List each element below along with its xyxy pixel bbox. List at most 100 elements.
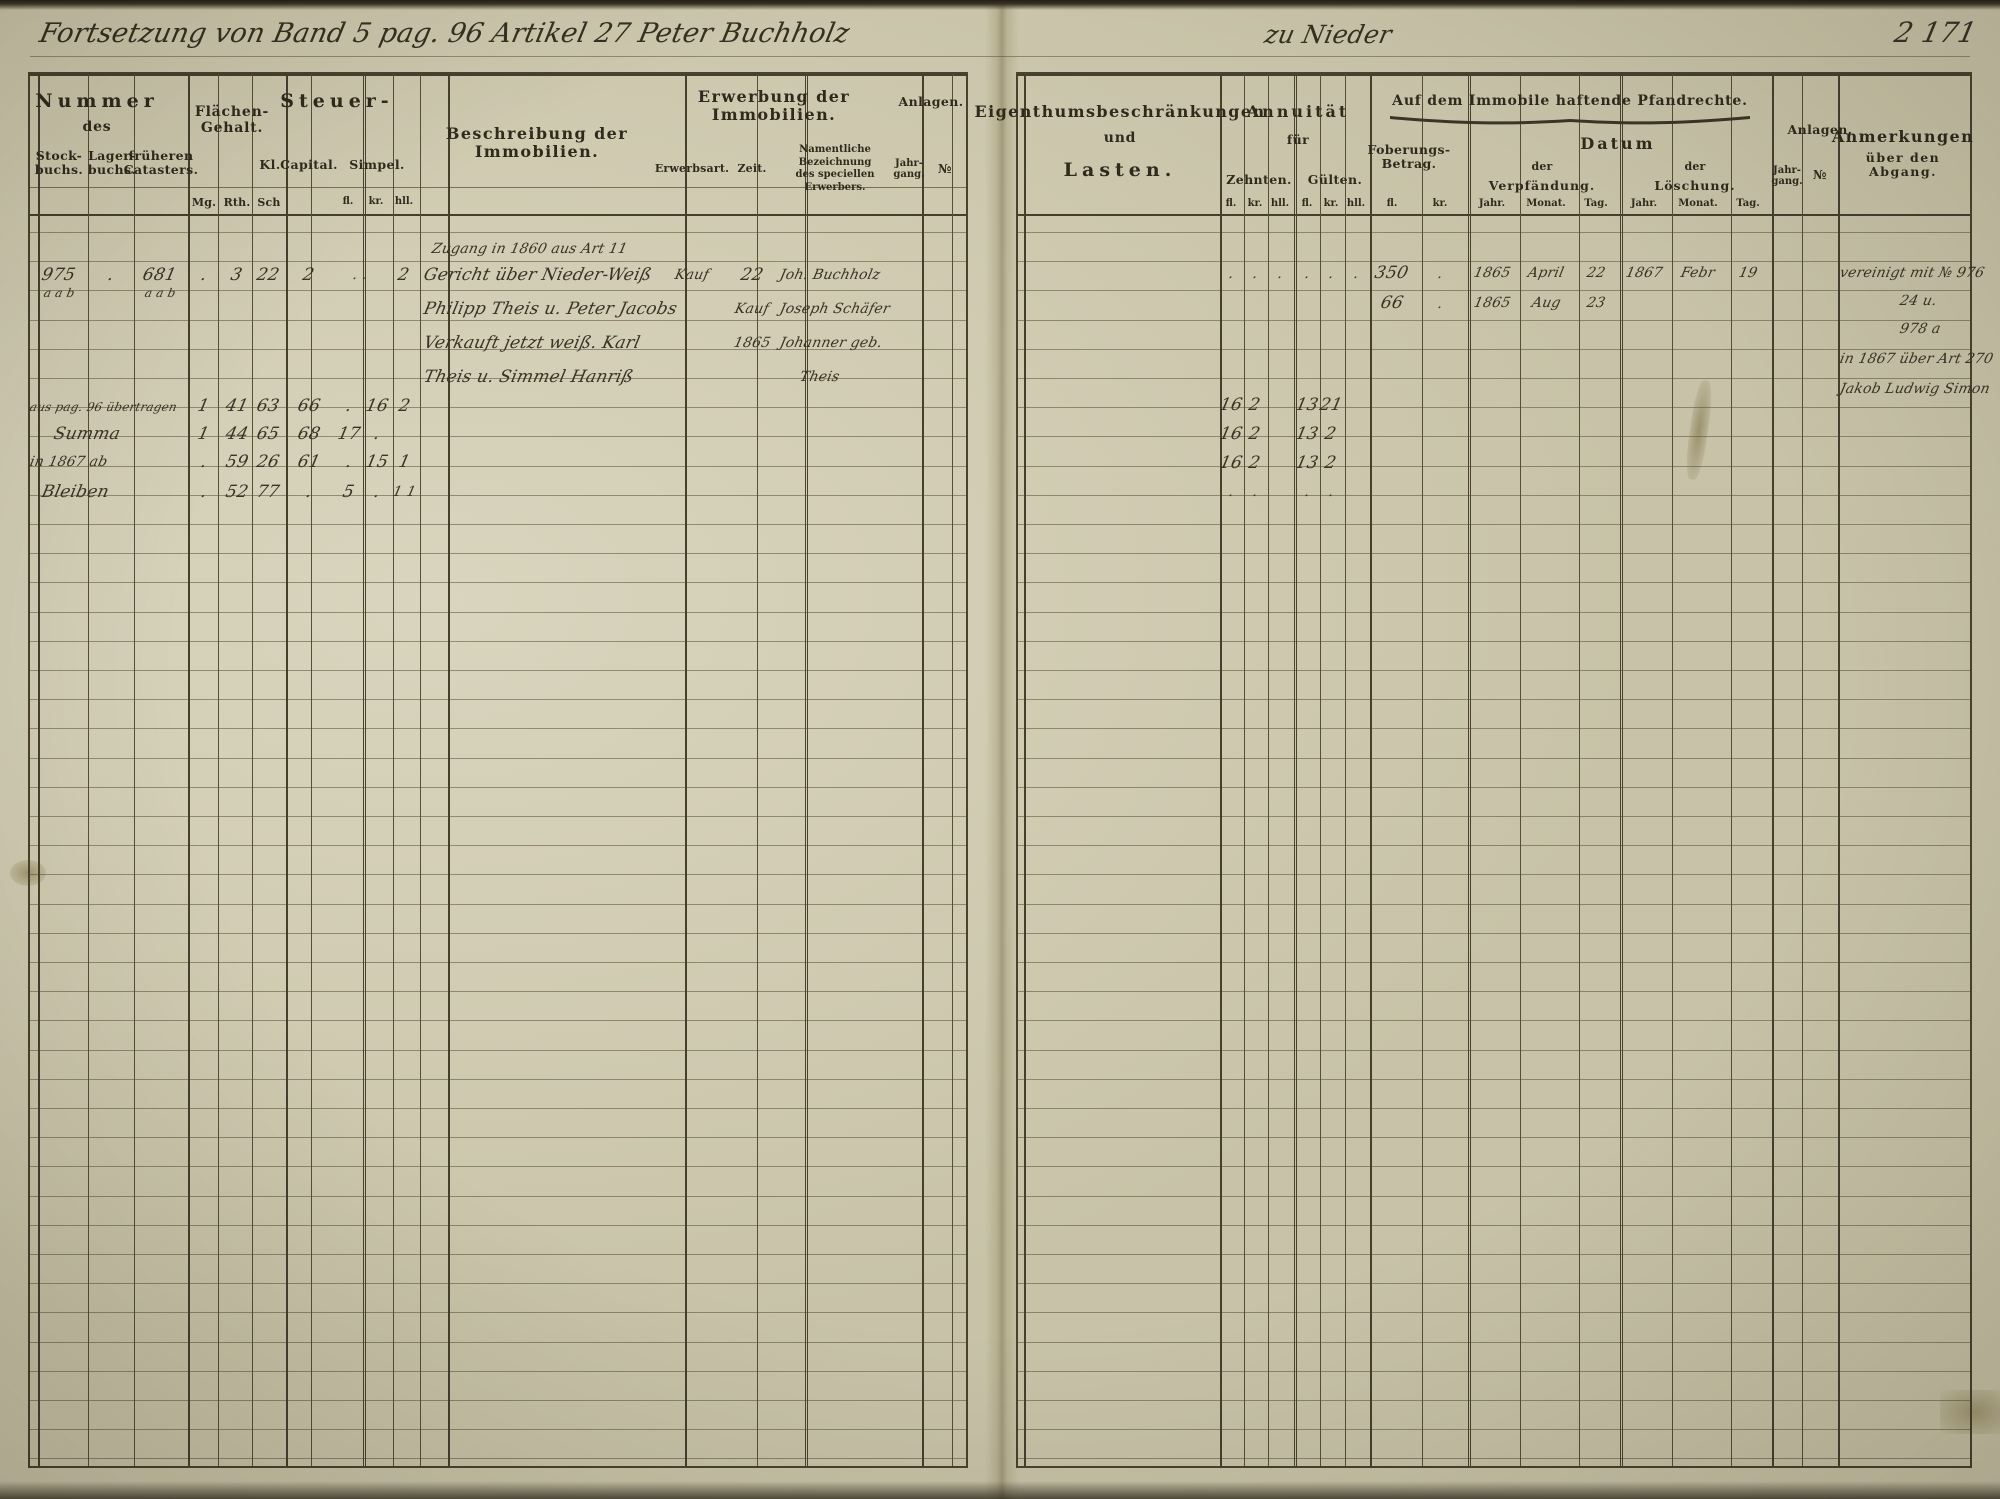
row-rule (1018, 1224, 1970, 1226)
header-lagerbuchs: Lager- buchs. (88, 143, 136, 183)
cell-zehnten-fl-r8: 16 (1217, 453, 1245, 473)
header-zehnten: Zehnten. (1226, 171, 1292, 187)
summary-rth-2: 44 (223, 424, 251, 444)
cell-erwerber-4: Theis (798, 369, 842, 385)
row-rule (1018, 1370, 1970, 1372)
header-zehnten-hll: hll. (1270, 198, 1290, 210)
row-rule (30, 407, 966, 409)
cell-betrag-fl-r1: 350 (1373, 263, 1411, 283)
row-rule (30, 1224, 966, 1226)
heading-continuation-note: Fortsetzung von Band 5 pag. 96 Artikel 2… (36, 18, 853, 49)
row-rule (1018, 640, 1970, 642)
header-nummer: Nummer (35, 90, 159, 113)
header-guelten-kr: kr. (1323, 198, 1339, 210)
row-rule (30, 1458, 966, 1460)
row-rule (1018, 553, 1970, 555)
row-rule (30, 816, 966, 817)
col-divider (952, 74, 953, 1466)
cell-erwerber-1: Joh. Buchholz (778, 267, 882, 283)
header-nummer-des: des (82, 118, 112, 135)
summary-capital-2: 68 (295, 424, 323, 444)
row-rule (1018, 1195, 1970, 1197)
header-capital: Capital. (280, 156, 338, 172)
summary-label-1: aus pag. 96 übertragen (28, 400, 179, 414)
row-rule (1018, 903, 1970, 905)
cell-note-above: Zugang in 1860 aus Art 11 (430, 241, 629, 257)
row-rule (1018, 845, 1970, 847)
cell-zehnten-fl-r6: 16 (1217, 395, 1245, 415)
header-verpf-tag: Tag. (1584, 198, 1608, 210)
row-rule (1018, 1283, 1970, 1285)
col-divider (1520, 74, 1521, 1466)
header-annuitaet: Annuität (1246, 101, 1350, 121)
summary-rth-4: 52 (223, 482, 251, 502)
header-beschreibung: Beschreibung der Immobilien. (445, 123, 629, 161)
col-divider (922, 74, 924, 1466)
cell-guelten-kr-r9: . (1326, 484, 1336, 500)
row-rule (30, 436, 966, 438)
row-rule (1018, 319, 1970, 321)
cell-betrag-fl-r2: 66 (1378, 293, 1406, 313)
cell-capital: . . (351, 267, 369, 283)
row-rule (1018, 232, 1970, 233)
cell-betrag-kr-r1: . (1435, 266, 1445, 282)
row-rule (1018, 699, 1970, 701)
row-rule (30, 348, 966, 350)
header-betrag-fl: fl. (1386, 198, 1398, 210)
cell-beschreibung-2: Philipp Theis u. Peter Jacobs (421, 299, 679, 319)
header-betrag-kr: kr. (1432, 198, 1448, 210)
col-divider (448, 74, 450, 1466)
summary-mg-4: . (199, 482, 209, 502)
cell-beschreibung-3: Verkauft jetzt weiß. Karl (421, 333, 642, 353)
summary-label-3: in 1867 ab (28, 454, 110, 470)
top-edge-shadow (0, 0, 2000, 10)
cell-zehnten-kr-r7: 2 (1247, 424, 1263, 444)
cell-sch: 22 (254, 265, 282, 285)
cell-verpf-tag-r1: 22 (1585, 265, 1607, 281)
header-foberungs-betrag: Foberungs- Betrag. (1368, 135, 1451, 179)
summary-mg-3: . (199, 452, 209, 472)
row-rule (30, 1020, 966, 1022)
row-rule (30, 378, 966, 379)
header-namentliche-line2: des speciellen Erwerbers. (795, 169, 875, 193)
header-verpfaendung: Verpfändung. (1488, 177, 1596, 193)
row-rule (30, 1370, 966, 1372)
col-divider (1370, 74, 1372, 1466)
col-divider (1731, 74, 1732, 1466)
col-divider (685, 74, 687, 1466)
header-flaechen-line2: Gehalt. (200, 120, 264, 136)
page-number: 2 171 (1891, 16, 1980, 49)
row-rule (30, 582, 966, 584)
row-rule (1018, 465, 1970, 467)
row-rule (30, 290, 966, 292)
row-rule (1018, 1137, 1970, 1139)
header-losch-tag: Tag. (1736, 198, 1760, 210)
cell-kl: 2 (301, 265, 317, 285)
header-foberungs-line1: Foberungs- (1367, 141, 1451, 157)
row-rule (30, 319, 966, 321)
row-rule (1018, 962, 1970, 963)
row-rule (30, 1078, 966, 1080)
col-divider (1672, 74, 1673, 1466)
cell-guelten-fl-r7: 13 (1293, 424, 1321, 444)
cell-anmerkung-r2: 24 u. (1898, 293, 1939, 309)
row-rule (1018, 582, 1970, 584)
header-rth: Rth. (223, 195, 251, 209)
cell-losch-tag-r1: 19 (1737, 265, 1759, 281)
row-rule (30, 1283, 966, 1285)
row-rule (1018, 348, 1970, 350)
cell-beschreibung-1: Gericht über Nieder-Weiß (421, 265, 654, 285)
summary-sch-3: 26 (254, 452, 282, 472)
row-rule (1018, 1341, 1970, 1343)
row-rule (30, 1312, 966, 1314)
cell-rth: 3 (229, 265, 245, 285)
row-rule (30, 1400, 966, 1401)
header-kl: Kl. (259, 156, 281, 172)
summary-mg-2: 1 (196, 424, 212, 444)
header-anmerkungen-sub: über den Abgang. (1865, 149, 1941, 179)
cell-guelten-fl-r8: 13 (1293, 453, 1321, 473)
row-rule (30, 1429, 966, 1431)
cell-guelten-fl-r9: . (1302, 484, 1312, 500)
header-jahrgang-right-line1: Jahr- (1773, 164, 1801, 176)
col-divider (88, 74, 89, 1466)
